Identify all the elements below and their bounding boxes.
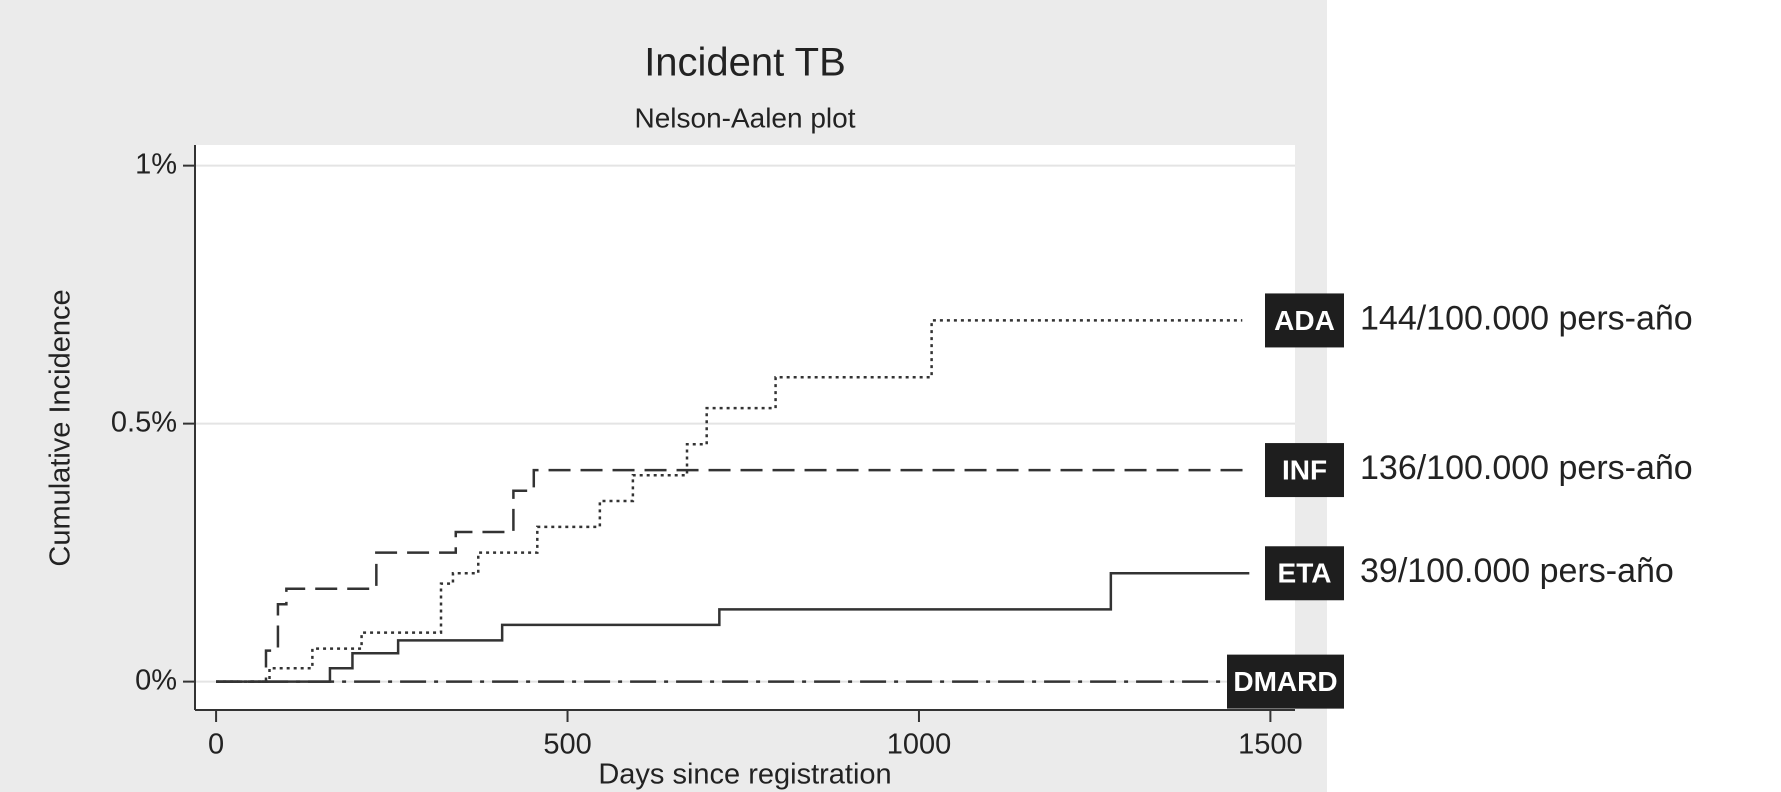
legend-label: DMARD: [1233, 666, 1337, 697]
chart-title: Incident TB: [644, 41, 846, 85]
series-label-box: [1265, 546, 1344, 601]
y-tick-label: 0.5%: [111, 406, 177, 438]
x-tick-label: 1000: [887, 729, 952, 761]
series-line: [216, 572, 1250, 683]
x-tick-label: 500: [543, 729, 591, 761]
x-tick-label: 0: [208, 729, 224, 761]
y-tick-label: 0%: [135, 664, 177, 696]
rate-annotation: 136/100.000 pers-año: [1360, 449, 1693, 487]
legend-label: INF: [1282, 454, 1327, 485]
x-tick-label: 1500: [1238, 729, 1303, 761]
rate-annotation: 144/100.000 pers-año: [1360, 299, 1693, 337]
series-label: ETA: [1265, 546, 1344, 601]
chart-subtitle: Nelson-Aalen plot: [634, 102, 855, 133]
y-tick-label: 1%: [135, 148, 177, 180]
series-label: ADA: [1265, 293, 1344, 348]
series-label-box: [1227, 654, 1344, 709]
series-label-box: [1265, 293, 1344, 348]
series-line: [216, 468, 1250, 683]
x-axis-title: Days since registration: [598, 759, 891, 791]
legend-label: ADA: [1274, 305, 1335, 336]
series-label: DMARD: [1227, 654, 1344, 709]
legend-label: ETA: [1278, 558, 1332, 589]
plot-area: [195, 145, 1295, 710]
series-label: INF: [1265, 443, 1344, 498]
series-line: [216, 319, 1243, 683]
rate-annotation: 39/100.000 pers-año: [1360, 552, 1674, 590]
series-label-box: [1265, 443, 1344, 498]
y-axis-title: Cumulative Incidence: [45, 289, 77, 566]
